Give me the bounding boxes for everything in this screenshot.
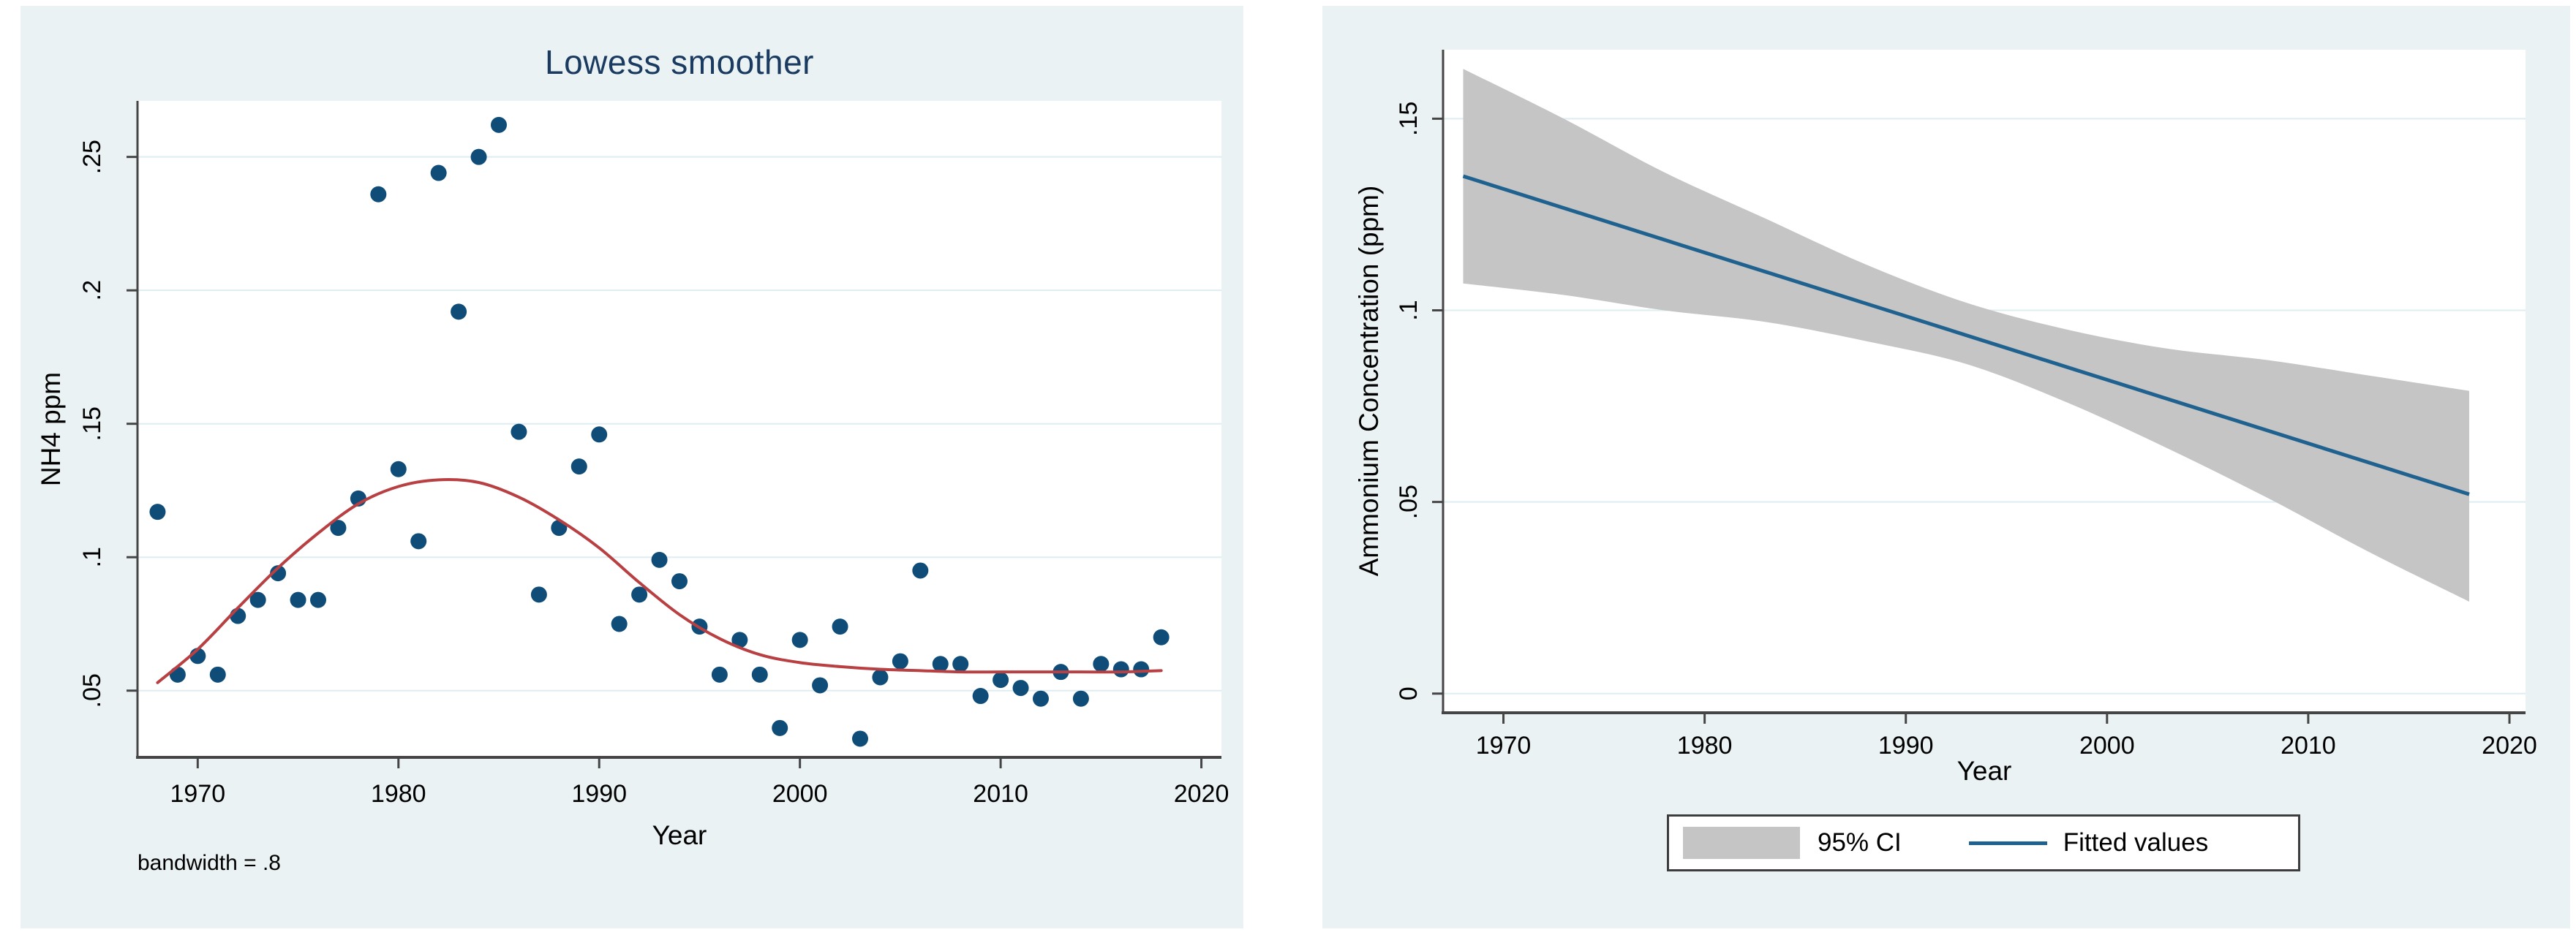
data-point xyxy=(370,186,387,202)
x-tick-label: 2000 xyxy=(2079,732,2135,760)
legend-label-fitted: Fitted values xyxy=(2063,828,2209,857)
data-point xyxy=(169,666,186,683)
y-tick-label: .05 xyxy=(1395,485,1423,519)
data-point xyxy=(611,616,628,632)
data-point xyxy=(591,426,608,443)
data-point xyxy=(852,730,868,747)
fitted-line xyxy=(1462,174,2470,496)
data-point xyxy=(1093,656,1110,673)
data-point xyxy=(1033,690,1049,707)
data-point xyxy=(1012,680,1029,697)
lowess-chart-panel: 1970 1980 1990 2000 2010 2020 .05 .1 .15 .2 .25 Lo… xyxy=(20,6,1243,928)
data-point xyxy=(993,672,1009,689)
data-point xyxy=(1072,690,1089,707)
lowess-chart: 1970 1980 1990 2000 2010 2020 .05 .1 .15 .2 .25 xyxy=(78,101,1229,808)
data-point xyxy=(209,666,226,683)
y-tick-label: .05 xyxy=(78,673,106,708)
x-tick-label: 1980 xyxy=(371,780,426,808)
data-point xyxy=(631,586,648,603)
data-point xyxy=(651,551,668,568)
y-tick-label: .15 xyxy=(78,406,106,441)
x-tick-label: 2000 xyxy=(772,780,828,808)
data-point xyxy=(1153,629,1170,646)
scatter-points xyxy=(149,116,1170,747)
data-point xyxy=(812,677,829,694)
data-point xyxy=(290,591,306,608)
data-point xyxy=(451,303,467,320)
data-point xyxy=(751,666,768,683)
data-point xyxy=(230,607,246,624)
data-point xyxy=(390,461,407,477)
data-point xyxy=(530,586,547,603)
data-point xyxy=(671,573,688,590)
data-point xyxy=(1133,661,1150,678)
data-point xyxy=(410,533,427,550)
y-tick-label: 0 xyxy=(1395,686,1423,700)
data-point xyxy=(1112,661,1129,678)
x-tick-label: 2020 xyxy=(1174,780,1229,808)
data-point xyxy=(791,632,808,648)
x-tick-label: 1990 xyxy=(1878,732,1934,760)
data-point xyxy=(570,458,587,475)
data-point xyxy=(330,520,347,537)
data-point xyxy=(972,688,989,705)
x-tick-label: 1980 xyxy=(1677,732,1733,760)
data-point xyxy=(270,565,287,582)
y-tick-label: .15 xyxy=(1395,102,1423,136)
x-tick-label: 1970 xyxy=(170,780,226,808)
x-axis-title: Year xyxy=(652,820,707,850)
x-tick-label: 2010 xyxy=(2281,732,2336,760)
data-point xyxy=(711,666,728,683)
data-point xyxy=(149,504,166,521)
x-tick-label: 2020 xyxy=(2482,732,2537,760)
plot-area xyxy=(138,101,1221,757)
data-point xyxy=(892,653,908,670)
data-point xyxy=(932,656,949,673)
fitted-line-swatch xyxy=(1968,841,2047,845)
y-tick-label: .1 xyxy=(1395,300,1423,320)
data-point xyxy=(832,618,848,635)
data-point xyxy=(952,656,969,673)
x-tick-label: 1990 xyxy=(571,780,627,808)
y-tick-label: .2 xyxy=(78,280,106,300)
x-tick-label: 2010 xyxy=(973,780,1028,808)
x-tick-label: 1970 xyxy=(1476,732,1532,760)
legend: 95% CI Fitted values xyxy=(1667,814,2300,871)
data-point xyxy=(470,148,487,165)
data-point xyxy=(872,669,889,686)
fitted-values-chart: 1970 1980 1990 2000 2010 2020 0 .05 .1 .15 xyxy=(1395,50,2537,760)
y-axis-title: Ammonium Concentration (ppm) xyxy=(1354,185,1384,577)
data-point xyxy=(912,562,929,579)
y-axis-title: NH4 ppm xyxy=(36,371,66,487)
y-tick-label: .25 xyxy=(78,140,106,174)
data-point xyxy=(511,423,527,440)
chart-title: Lowess smoother xyxy=(545,43,814,81)
data-point xyxy=(772,719,788,736)
data-point xyxy=(731,632,748,648)
bandwidth-note: bandwidth = .8 xyxy=(138,851,281,875)
lowess-line xyxy=(156,477,1163,684)
ci-band-swatch xyxy=(1683,827,1800,859)
x-axis-title: Year xyxy=(1957,756,2012,786)
data-point xyxy=(310,591,326,608)
data-point xyxy=(430,164,447,181)
legend-label-ci: 95% CI xyxy=(1818,828,1902,857)
data-point xyxy=(491,116,507,133)
data-point xyxy=(249,591,266,608)
fitted-chart-panel: 1970 1980 1990 2000 2010 2020 0 .05 .1 .15 Year A… xyxy=(1322,6,2570,928)
y-tick-label: .1 xyxy=(78,547,106,567)
